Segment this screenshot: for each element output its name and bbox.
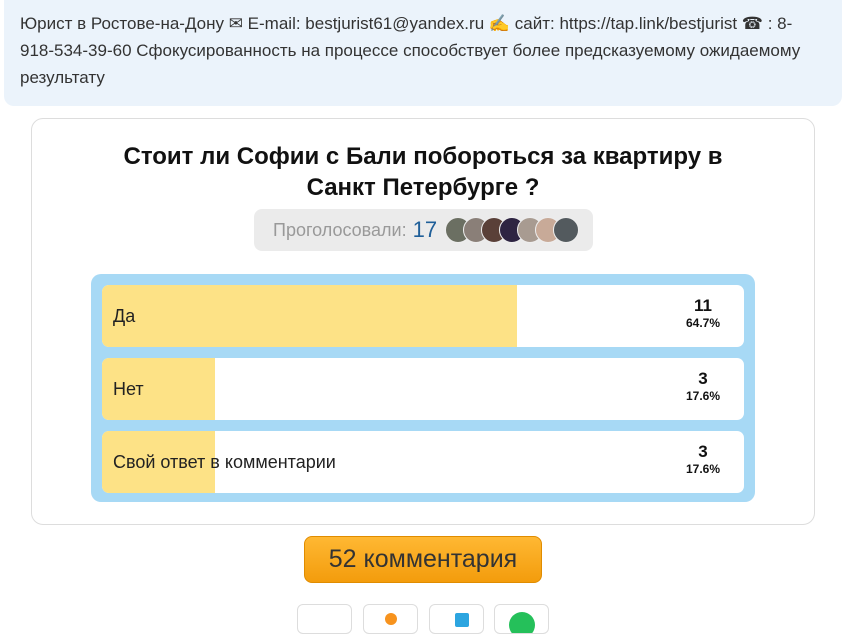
- option-count: 3: [698, 369, 708, 388]
- share-vk-button[interactable]: [297, 604, 352, 634]
- poll-card: Стоит ли Софии с Бали побороться за квар…: [31, 118, 815, 525]
- result-bar: [102, 431, 215, 493]
- voted-count: 17: [412, 217, 438, 242]
- option-label: Да: [113, 306, 136, 326]
- comments-button[interactable]: 52 комментария: [304, 536, 542, 583]
- option-count: 11: [693, 296, 712, 315]
- option-percent: 64.7%: [685, 316, 720, 330]
- result-bar: [102, 285, 518, 347]
- option-label: Нет: [113, 379, 144, 399]
- share-telegram-button[interactable]: [429, 604, 484, 634]
- option-percent: 17.6%: [685, 462, 720, 476]
- option-label: Свой ответ в комментарии: [113, 452, 336, 472]
- result-bar: [102, 358, 215, 420]
- avatar[interactable]: [553, 217, 580, 243]
- vk-icon: [312, 612, 338, 633]
- option-percent: 17.6%: [685, 389, 720, 403]
- whatsapp-icon: [508, 612, 535, 633]
- option-count: 3: [698, 442, 708, 461]
- share-whatsapp-button[interactable]: [494, 604, 549, 634]
- share-odnoklassniki-button[interactable]: [363, 604, 418, 634]
- voted-label: Проголосовали:: [273, 219, 407, 240]
- poll-options: Да 11 64.7% Нет 3 17.6% Свой ответ в коммент…: [91, 274, 755, 502]
- poll-option[interactable]: Нет 3 17.6%: [102, 358, 744, 420]
- info-banner: Юрист в Ростове-на-Дону ✉ E-mail: bestju…: [4, 0, 842, 106]
- voters-summary[interactable]: Проголосовали: 17: [254, 209, 593, 251]
- poll-title: Стоит ли Софии с Бали побороться за квар…: [123, 143, 723, 201]
- poll-option[interactable]: Свой ответ в комментарии 3 17.6%: [102, 431, 744, 493]
- odnoklassniki-icon: [384, 613, 397, 625]
- telegram-icon: [454, 613, 469, 627]
- poll-option[interactable]: Да 11 64.7%: [102, 285, 744, 347]
- voter-avatars[interactable]: [445, 217, 580, 243]
